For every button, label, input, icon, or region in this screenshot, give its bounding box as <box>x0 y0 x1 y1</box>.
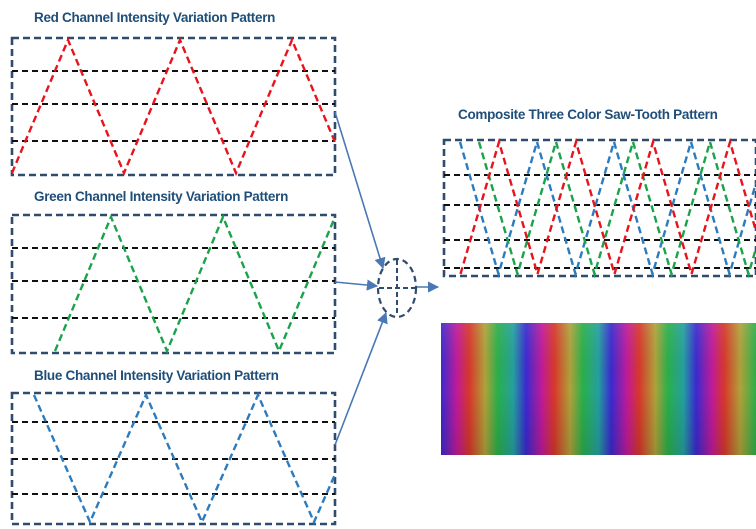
green-sawtooth-wave <box>53 213 337 355</box>
blue-pattern-title: Blue Channel Intensity Variation Pattern <box>34 368 279 383</box>
composite-red-wave <box>459 137 756 279</box>
composite-pattern-title: Composite Three Color Saw-Tooth Pattern <box>458 107 718 122</box>
composite-green-wave <box>477 137 756 279</box>
green-pattern-frame <box>10 213 337 355</box>
composite-pattern-frame <box>442 138 756 278</box>
plus-in-dashed-circle-icon <box>376 257 418 319</box>
blue-sawtooth-wave <box>32 392 337 525</box>
composite-color-gradient-shade <box>441 323 756 455</box>
blue-to-combiner-arrow <box>334 311 388 446</box>
red-pattern-title: Red Channel Intensity Variation Pattern <box>34 10 276 25</box>
red-to-combiner-arrow <box>334 111 386 270</box>
green-pattern-title: Green Channel Intensity Variation Patter… <box>34 189 289 204</box>
composite-blue-wave <box>458 137 756 279</box>
red-sawtooth-wave <box>10 36 337 177</box>
red-pattern-frame <box>10 36 337 177</box>
green-to-combiner-arrow <box>334 279 379 291</box>
